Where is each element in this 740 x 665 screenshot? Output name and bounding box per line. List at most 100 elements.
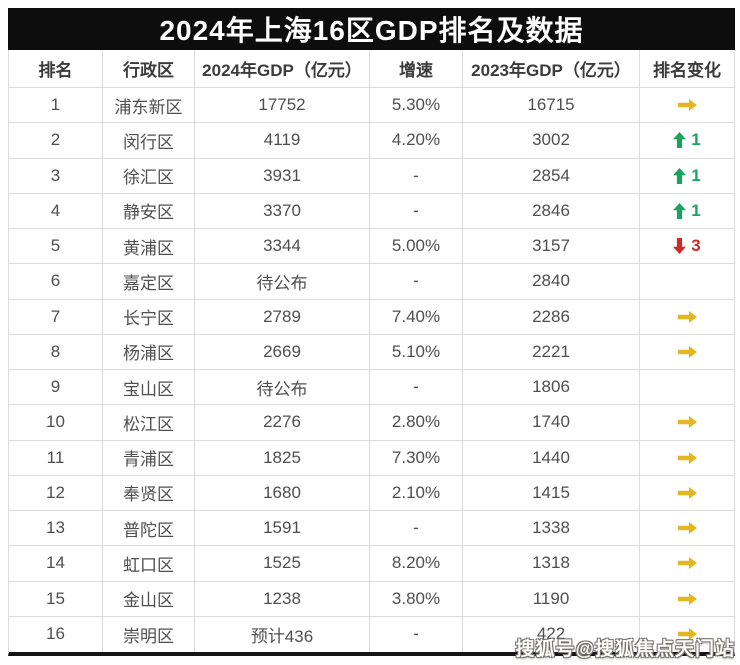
growth-cell: 4.20% — [370, 123, 463, 159]
growth-cell: 7.30% — [370, 440, 463, 476]
gdp-2024-cell: 1591 — [195, 511, 370, 547]
rank-same-icon — [677, 486, 697, 499]
gdp-2024-cell: 1825 — [195, 440, 370, 476]
gdp-2024-cell: 3931 — [195, 158, 370, 194]
rank-change-value: 1 — [691, 130, 701, 150]
table-body: 1 浦东新区 17752 5.30% 16715 2 闵行区 4119 4.20% 3002 1 3 徐… — [9, 88, 734, 652]
rank-cell: 10 — [9, 405, 103, 441]
district-cell: 松江区 — [103, 405, 195, 441]
column-header-4: 2023年GDP（亿元） — [463, 50, 640, 88]
table-header-row: 排名 行政区 2024年GDP（亿元） 增速 2023年GDP（亿元） 排名变化 — [9, 50, 734, 88]
table-row: 14 虹口区 1525 8.20% 1318 — [9, 546, 734, 582]
district-cell: 浦东新区 — [103, 88, 195, 124]
rank-same-icon — [677, 522, 697, 535]
rank-change-cell: 3 — [640, 229, 734, 265]
gdp-2023-cell: 3002 — [463, 123, 640, 159]
gdp-2023-cell: 1190 — [463, 581, 640, 617]
table-row: 9 宝山区 待公布 -1806 — [9, 370, 734, 406]
rank-change-cell — [640, 476, 734, 511]
district-cell: 黄浦区 — [103, 229, 195, 265]
growth-cell: - — [370, 193, 463, 229]
table-row: 16 崇明区 预计436-422 — [9, 616, 734, 652]
gdp-2023-cell: 1440 — [463, 440, 640, 476]
rank-same-icon — [677, 628, 697, 641]
gdp-2023-cell: 422 — [463, 616, 640, 652]
rank-cell: 3 — [9, 158, 103, 194]
rank-down-icon — [673, 238, 687, 255]
gdp-2023-cell: 1338 — [463, 511, 640, 547]
rank-same-icon — [677, 345, 697, 358]
column-header-0: 排名 — [9, 50, 103, 88]
district-cell: 金山区 — [103, 581, 195, 617]
table-row: 3 徐汇区 3931-2854 1 — [9, 158, 734, 194]
table-title: 2024年上海16区GDP排名及数据 — [8, 8, 735, 50]
district-cell: 虹口区 — [103, 546, 195, 582]
watermark: 搜狐号@搜狐焦点天门站 — [515, 639, 735, 660]
gdp-2023-cell: 2840 — [463, 264, 640, 300]
table-row: 15 金山区 1238 3.80% 1190 — [9, 581, 734, 617]
gdp-2023-cell: 16715 — [463, 88, 640, 124]
gdp-2024-cell: 17752 — [195, 88, 370, 124]
district-cell: 宝山区 — [103, 370, 195, 406]
gdp-2023-cell: 2846 — [463, 193, 640, 229]
table-row: 12 奉贤区 1680 2.10% 1415 — [9, 475, 734, 511]
table-row: 5 黄浦区 3344 5.00% 3157 3 — [9, 229, 734, 265]
gdp-2023-cell: 1740 — [463, 405, 640, 441]
district-cell: 杨浦区 — [103, 334, 195, 370]
rank-same-icon — [677, 451, 697, 464]
rank-change-cell — [640, 264, 734, 300]
district-cell: 静安区 — [103, 193, 195, 229]
column-header-1: 行政区 — [103, 50, 195, 88]
gdp-2023-cell: 2286 — [463, 299, 640, 335]
column-header-3: 增速 — [370, 50, 463, 88]
rank-same-icon — [677, 557, 697, 570]
rank-change-cell — [640, 335, 734, 370]
column-header-2: 2024年GDP（亿元） — [195, 50, 370, 88]
rank-cell: 7 — [9, 299, 103, 335]
gdp-2023-cell: 1415 — [463, 475, 640, 511]
table-row: 7 长宁区 2789 7.40% 2286 — [9, 299, 734, 335]
growth-cell: 5.30% — [370, 88, 463, 124]
table-row: 2 闵行区 4119 4.20% 3002 1 — [9, 123, 734, 159]
growth-cell: 5.00% — [370, 229, 463, 265]
gdp-2024-cell: 4119 — [195, 123, 370, 159]
growth-cell: - — [370, 511, 463, 547]
table-row: 11 青浦区 1825 7.30% 1440 — [9, 440, 734, 476]
growth-cell: - — [370, 616, 463, 652]
rank-change-cell — [640, 582, 734, 617]
rank-cell: 16 — [9, 616, 103, 652]
table-row: 10 松江区 2276 2.80% 1740 — [9, 405, 734, 441]
gdp-2024-cell: 3344 — [195, 229, 370, 265]
rank-change-cell — [640, 546, 734, 582]
growth-cell: - — [370, 158, 463, 194]
gdp-2023-cell: 2854 — [463, 158, 640, 194]
gdp-2023-cell: 2221 — [463, 334, 640, 370]
rank-change-cell — [640, 511, 734, 547]
rank-cell: 2 — [9, 123, 103, 159]
gdp-2024-cell: 2669 — [195, 334, 370, 370]
rank-change-cell — [640, 405, 734, 441]
district-cell: 普陀区 — [103, 511, 195, 547]
gdp-2024-cell: 1525 — [195, 546, 370, 582]
rank-cell: 13 — [9, 511, 103, 547]
rank-cell: 4 — [9, 193, 103, 229]
gdp-2024-cell: 待公布 — [195, 264, 370, 300]
gdp-2024-cell: 2789 — [195, 299, 370, 335]
column-header-5: 排名变化 — [640, 50, 734, 88]
rank-cell: 14 — [9, 546, 103, 582]
rank-same-icon — [677, 310, 697, 323]
table-row: 1 浦东新区 17752 5.30% 16715 — [9, 88, 734, 124]
table-row: 4 静安区 3370-2846 1 — [9, 193, 734, 229]
rank-cell: 9 — [9, 370, 103, 406]
rank-change-value: 1 — [691, 165, 701, 185]
district-cell: 奉贤区 — [103, 475, 195, 511]
rank-change-cell — [640, 617, 734, 652]
growth-cell: 2.10% — [370, 475, 463, 511]
growth-cell: - — [370, 370, 463, 406]
rank-change-cell: 1 — [640, 159, 734, 194]
rank-same-icon — [677, 99, 697, 112]
district-cell: 徐汇区 — [103, 158, 195, 194]
rank-cell: 15 — [9, 581, 103, 617]
gdp-2024-cell: 2276 — [195, 405, 370, 441]
